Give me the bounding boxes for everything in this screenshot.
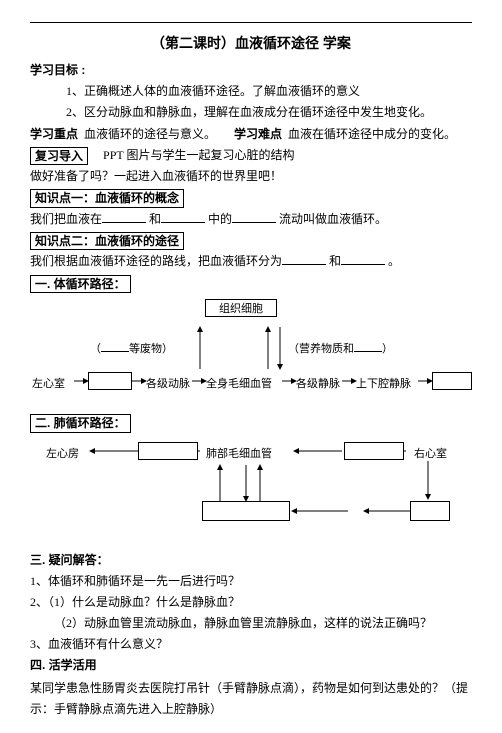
title: （第二课时）血液循环途径 学案 (30, 33, 472, 53)
d2-empty-br (410, 501, 450, 521)
blank (101, 339, 129, 352)
sec4-h: 四. 活学活用 (30, 656, 472, 675)
d1-venacava: 上下腔静脉 (356, 375, 411, 391)
pulmonary-diagram: 左心房 肺部毛细血管 右心室 (30, 437, 472, 545)
d2-empty-tr (344, 442, 404, 460)
review-q: 做好准备了吗？一起进入血液循环的世界里吧！ (30, 167, 472, 186)
blank (341, 252, 385, 265)
d2-rv: 右心室 (414, 445, 447, 461)
k2-sentence: 我们根据血液循环途径的路线，把血液循环分为 和 。 (30, 252, 472, 271)
d1-lv: 左心室 (32, 375, 65, 391)
d2-la: 左心房 (46, 445, 79, 461)
systemic-diagram: 组织细胞 （等废物） （营养物质和） 左心室 各级动脉 全身毛细血管 各级静脉 … (30, 297, 472, 407)
k2-row: 知识点二：血液循环的途径 (30, 231, 472, 250)
review-box: 复习导入 (30, 147, 88, 165)
sec2-box: 二. 肺循环路径： (30, 414, 131, 432)
blank (161, 210, 205, 223)
blank (102, 210, 146, 223)
k1-box: 知识点一：血液循环的概念 (30, 189, 184, 207)
k2-box: 知识点二：血液循环的途径 (30, 232, 184, 250)
d1-empty2 (432, 372, 472, 390)
review-row: 复习导入 PPT 图片与学生一起复习心脏的结构 (30, 146, 472, 165)
d1-arteries: 各级动脉 (146, 375, 190, 391)
sec3-h: 三. 疑问解答： (30, 551, 472, 570)
k1-sentence: 我们把血液在 和 中的 流动叫做血液循环。 (30, 210, 472, 229)
d2-lungcap: 肺部毛细血管 (206, 445, 272, 461)
q1: 1、体循环和肺循环是一先一后进行吗？ (30, 572, 472, 591)
blank (232, 210, 276, 223)
sec1-row: 一. 体循环路径： (30, 274, 472, 293)
q3: 3、血液循环有什么意义？ (30, 635, 472, 654)
sec2-row: 二. 肺循环路径： (30, 413, 472, 432)
k1-row: 知识点一：血液循环的概念 (30, 188, 472, 207)
d1-empty1 (88, 372, 132, 390)
d1-nutri-label: （营养物质和） (288, 339, 393, 356)
q2b: （2）动脉血管里流动脉血，静脉血管里流静脉血，这样的说法正确吗？ (30, 614, 472, 633)
page: （第二课时）血液循环途径 学案 学习目标 : 1、正确概述人体的血液循环途径。了… (0, 0, 502, 733)
d2-empty-tl (138, 442, 198, 460)
objective-2: 2、区分动脉血和静脉血，理解在血液成分在循环途径中发生地变化。 (30, 103, 472, 122)
top-rule (30, 22, 472, 23)
blank (282, 252, 326, 265)
q2a: 2、（1）什么是动脉血？什么是静脉血？ (30, 593, 472, 612)
d1-tissue: 组织细胞 (205, 299, 277, 317)
focus-row: 学习重点 血液循环的途径与意义。 学习难点 血液在循环途径中成分的变化。 (30, 125, 472, 144)
blank (354, 339, 382, 352)
s4p: 某同学患急性肠胃炎去医院打吊针（手臂静脉点滴），药物是如何到达患处的？（提示：手… (30, 678, 472, 721)
d1-waste-label: （等废物） (90, 339, 173, 356)
d1-veins: 各级静脉 (296, 375, 340, 391)
sec1-box: 一. 体循环路径： (30, 275, 131, 293)
d2-empty-bc (202, 501, 290, 521)
objectives-heading: 学习目标 : (30, 61, 472, 80)
d1-caps: 全身毛细血管 (206, 375, 272, 391)
objective-1: 1、正确概述人体的血液循环途径。了解血液循环的意义 (30, 82, 472, 101)
